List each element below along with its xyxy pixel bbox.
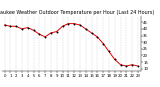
Title: Milwaukee Weather Outdoor Temperature per Hour (Last 24 Hours): Milwaukee Weather Outdoor Temperature pe… — [0, 10, 154, 15]
